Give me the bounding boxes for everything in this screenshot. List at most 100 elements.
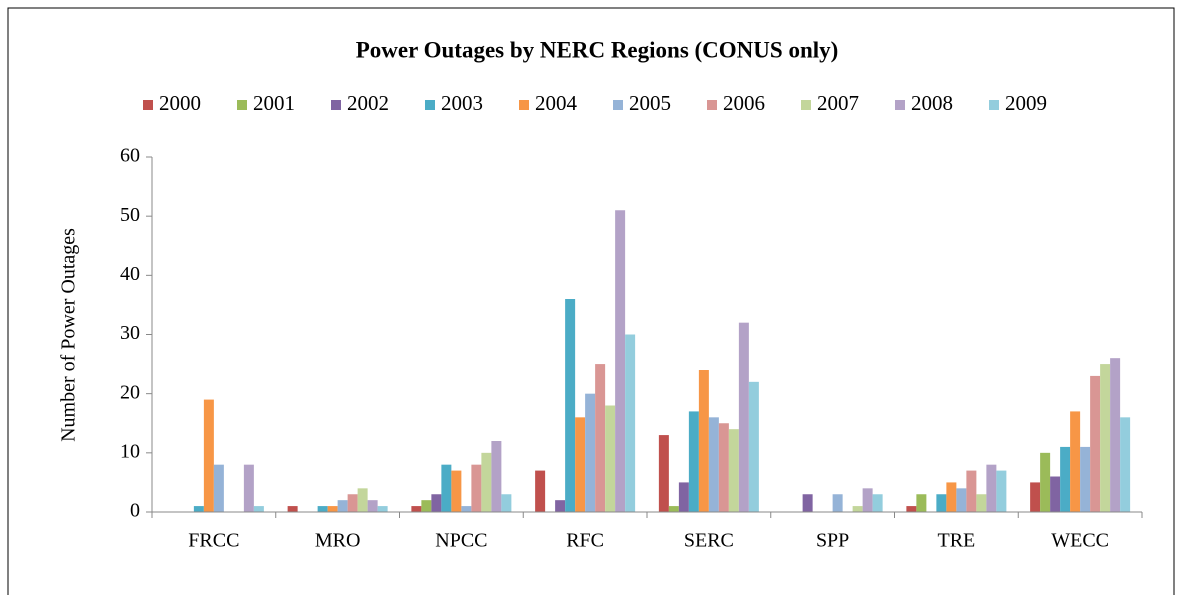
bar: [678, 482, 689, 512]
bar: [668, 506, 679, 512]
legend-swatch: [519, 100, 529, 110]
legend-label: 2008: [911, 91, 953, 115]
legend-swatch: [707, 100, 717, 110]
bar: [327, 506, 338, 512]
bar: [491, 441, 502, 512]
bar: [906, 506, 917, 512]
bar: [698, 370, 709, 512]
bar: [1120, 417, 1131, 512]
x-tick-label: WECC: [1051, 530, 1109, 552]
bar: [357, 488, 368, 512]
bar: [615, 210, 626, 512]
y-tick-label: 0: [130, 500, 140, 522]
y-tick-label: 20: [120, 381, 140, 403]
x-tick-label: TRE: [937, 530, 975, 552]
x-tick-label: SERC: [684, 530, 734, 552]
bar: [802, 494, 813, 512]
bar: [946, 482, 957, 512]
bar: [1070, 411, 1081, 512]
x-tick-label: FRCC: [188, 530, 239, 552]
bar: [317, 506, 328, 512]
bar: [862, 488, 873, 512]
legend-label: 2002: [347, 91, 389, 115]
bar: [658, 435, 669, 512]
x-tick-label: SPP: [816, 530, 849, 552]
bar: [461, 506, 472, 512]
x-tick-label: MRO: [315, 530, 361, 552]
legend-swatch: [143, 100, 153, 110]
bar: [1100, 364, 1111, 512]
bar: [451, 470, 462, 512]
legend-label: 2004: [535, 91, 578, 115]
bar: [748, 381, 759, 512]
bar: [287, 506, 298, 512]
legend-swatch: [237, 100, 247, 110]
bar: [852, 506, 863, 512]
bar: [481, 452, 492, 512]
y-tick-label: 30: [120, 322, 140, 344]
bar: [347, 494, 358, 512]
bar: [575, 417, 586, 512]
bar: [738, 322, 749, 512]
bar: [832, 494, 843, 512]
y-tick-label: 10: [120, 440, 140, 462]
bar: [916, 494, 927, 512]
bar: [625, 334, 636, 512]
bar: [337, 500, 348, 512]
bar: [605, 405, 616, 512]
legend-label: 2000: [159, 91, 201, 115]
legend-swatch: [613, 100, 623, 110]
y-tick-label: 40: [120, 263, 140, 285]
legend-swatch: [801, 100, 811, 110]
bar: [243, 464, 254, 512]
legend-swatch: [425, 100, 435, 110]
bar: [431, 494, 442, 512]
y-tick-label: 50: [120, 204, 140, 226]
chart-title: Power Outages by NERC Regions (CONUS onl…: [356, 37, 839, 62]
x-tick-label: NPCC: [435, 530, 487, 552]
legend-swatch: [895, 100, 905, 110]
bar: [1030, 482, 1041, 512]
bar: [411, 506, 422, 512]
bar: [585, 393, 596, 512]
x-tick-label: RFC: [566, 530, 604, 552]
legend-label: 2006: [723, 91, 765, 115]
bar: [253, 506, 264, 512]
bar: [1050, 476, 1061, 512]
bar: [996, 470, 1007, 512]
bar: [976, 494, 987, 512]
bar: [986, 464, 997, 512]
bar: [471, 464, 482, 512]
bar: [872, 494, 883, 512]
bar: [555, 500, 566, 512]
bar: [936, 494, 947, 512]
bar: [1060, 446, 1071, 512]
bar: [688, 411, 699, 512]
bar: [203, 399, 214, 512]
bar: [441, 464, 452, 512]
bar: [956, 488, 967, 512]
bar: [193, 506, 204, 512]
legend-label: 2001: [253, 91, 295, 115]
bar: [966, 470, 977, 512]
legend-swatch: [331, 100, 341, 110]
bar: [1080, 446, 1091, 512]
bar: [367, 500, 378, 512]
chart-frame: [7, 7, 1175, 600]
y-tick-label: 60: [120, 145, 140, 167]
bar: [421, 500, 432, 512]
bar: [595, 364, 606, 512]
bar: [1090, 375, 1101, 512]
bar: [1110, 358, 1121, 512]
bar: [535, 470, 546, 512]
bar: [501, 494, 512, 512]
legend-label: 2007: [817, 91, 859, 115]
legend-swatch: [989, 100, 999, 110]
bar: [213, 464, 224, 512]
legend-label: 2003: [441, 91, 483, 115]
bar: [377, 506, 388, 512]
bar: [708, 417, 719, 512]
legend-label: 2009: [1005, 91, 1047, 115]
bar: [1040, 452, 1051, 512]
